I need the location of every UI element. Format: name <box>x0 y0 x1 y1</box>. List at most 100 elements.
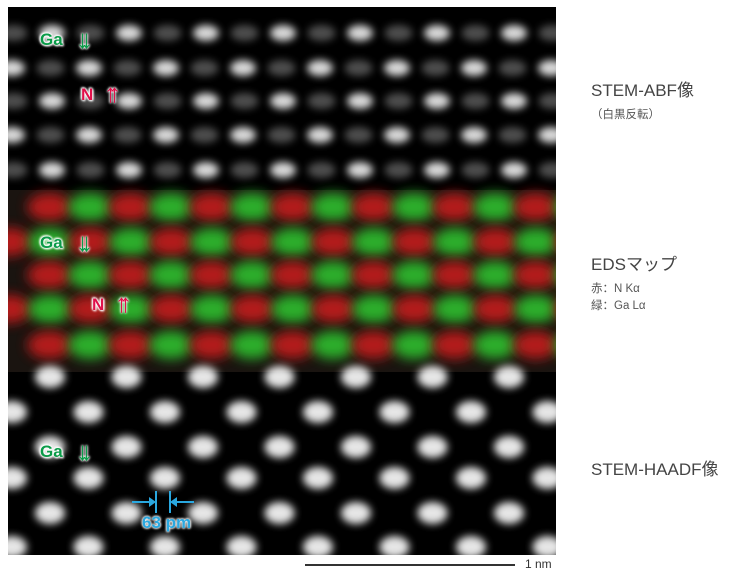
atom-column <box>190 228 234 256</box>
atom-column <box>36 127 65 143</box>
atom-column <box>554 303 556 315</box>
atom-column <box>341 366 371 388</box>
atom-column <box>264 502 295 524</box>
atom-column <box>417 366 448 388</box>
atom-column <box>149 193 193 221</box>
atom-column <box>76 60 102 76</box>
atom-column <box>153 60 179 76</box>
atom-column <box>193 93 219 109</box>
atom-column <box>267 60 296 76</box>
atom-column <box>153 93 182 109</box>
atom-column <box>35 502 65 524</box>
scale-bar-label: 1 nm <box>525 557 552 571</box>
atom-column <box>109 295 153 323</box>
atom-column <box>153 127 179 143</box>
atom-column <box>494 436 524 458</box>
atom-column <box>116 25 142 41</box>
eds-caption: EDSマップ 赤：N Kα 緑：Ga Lα <box>591 250 677 315</box>
atom-column <box>271 228 315 256</box>
atom-column <box>461 162 490 178</box>
atom-column <box>307 93 336 109</box>
atom-column <box>8 60 25 76</box>
atom-column <box>461 60 487 76</box>
atom-column <box>347 162 373 178</box>
atom-column <box>8 228 32 256</box>
atom-column <box>417 502 448 524</box>
atom-column <box>226 536 257 555</box>
atom-column <box>384 60 410 76</box>
haadf-caption: STEM-HAADF像 <box>591 455 719 480</box>
atom-column <box>392 193 436 221</box>
atom-column <box>188 436 218 458</box>
eds-map-panel <box>8 190 556 372</box>
atom-column <box>344 60 373 76</box>
atom-column <box>392 331 436 359</box>
atom-column <box>392 261 436 289</box>
atom-column <box>271 295 315 323</box>
atom-column <box>456 467 486 489</box>
atom-column <box>341 436 371 458</box>
atom-column <box>513 331 556 359</box>
atom-column <box>498 60 527 76</box>
atom-column <box>150 467 180 489</box>
atom-column <box>532 467 556 489</box>
atom-column <box>113 127 142 143</box>
atom-column <box>189 331 234 359</box>
atom-column <box>68 193 112 221</box>
atom-column <box>230 193 274 221</box>
atom-column <box>8 93 28 109</box>
abf-caption: STEM-ABF像 （白黒反転） <box>591 76 694 124</box>
atom-column <box>341 502 371 524</box>
atom-column <box>351 331 396 359</box>
atom-column <box>384 25 413 41</box>
atom-column <box>461 93 490 109</box>
atom-column <box>190 127 219 143</box>
atom-column <box>352 228 396 256</box>
ga-label-haadf: Ga <box>40 442 63 461</box>
atom-column <box>113 60 142 76</box>
atom-column <box>76 127 102 143</box>
eds-legend-red: 赤：N Kα <box>591 283 640 295</box>
atom-column <box>39 162 65 178</box>
atom-column <box>270 331 315 359</box>
atom-column <box>149 295 194 323</box>
n-arrows-icon: ↑↑ <box>104 78 121 108</box>
atom-column <box>270 193 315 221</box>
atom-column <box>311 331 355 359</box>
atom-column <box>351 193 396 221</box>
eds-legend-green: 緑：Ga Lα <box>591 300 646 312</box>
atom-column <box>392 228 437 256</box>
abf-note: （白黒反転） <box>591 109 660 121</box>
atom-column <box>538 162 556 178</box>
ga-label-abf: Ga <box>40 30 63 49</box>
microscopy-image <box>8 7 556 555</box>
atom-column <box>456 401 486 423</box>
distance-label: 63 pm <box>142 513 192 532</box>
atom-column <box>554 339 556 351</box>
atom-column <box>303 401 333 423</box>
atom-column <box>36 60 65 76</box>
atom-column <box>8 536 27 555</box>
atom-column <box>433 295 477 323</box>
atom-column <box>352 295 396 323</box>
atom-column <box>28 228 72 256</box>
atom-column <box>68 261 112 289</box>
atom-column <box>311 193 355 221</box>
abf-title: STEM-ABF像 <box>591 81 694 100</box>
atom-column <box>433 228 477 256</box>
atom-column <box>39 25 65 41</box>
atom-column <box>68 331 112 359</box>
atom-column <box>461 25 490 41</box>
atom-column <box>347 25 373 41</box>
ga-arrows-icon: ↓↓ <box>76 436 93 466</box>
atom-column <box>264 436 295 458</box>
atom-column <box>267 127 296 143</box>
atom-column <box>461 127 487 143</box>
atom-column <box>432 331 477 359</box>
atom-column <box>193 25 219 41</box>
atom-column <box>432 193 477 221</box>
atom-column <box>311 261 355 289</box>
atom-column <box>226 401 257 423</box>
atom-column <box>456 536 486 555</box>
atom-column <box>150 401 180 423</box>
